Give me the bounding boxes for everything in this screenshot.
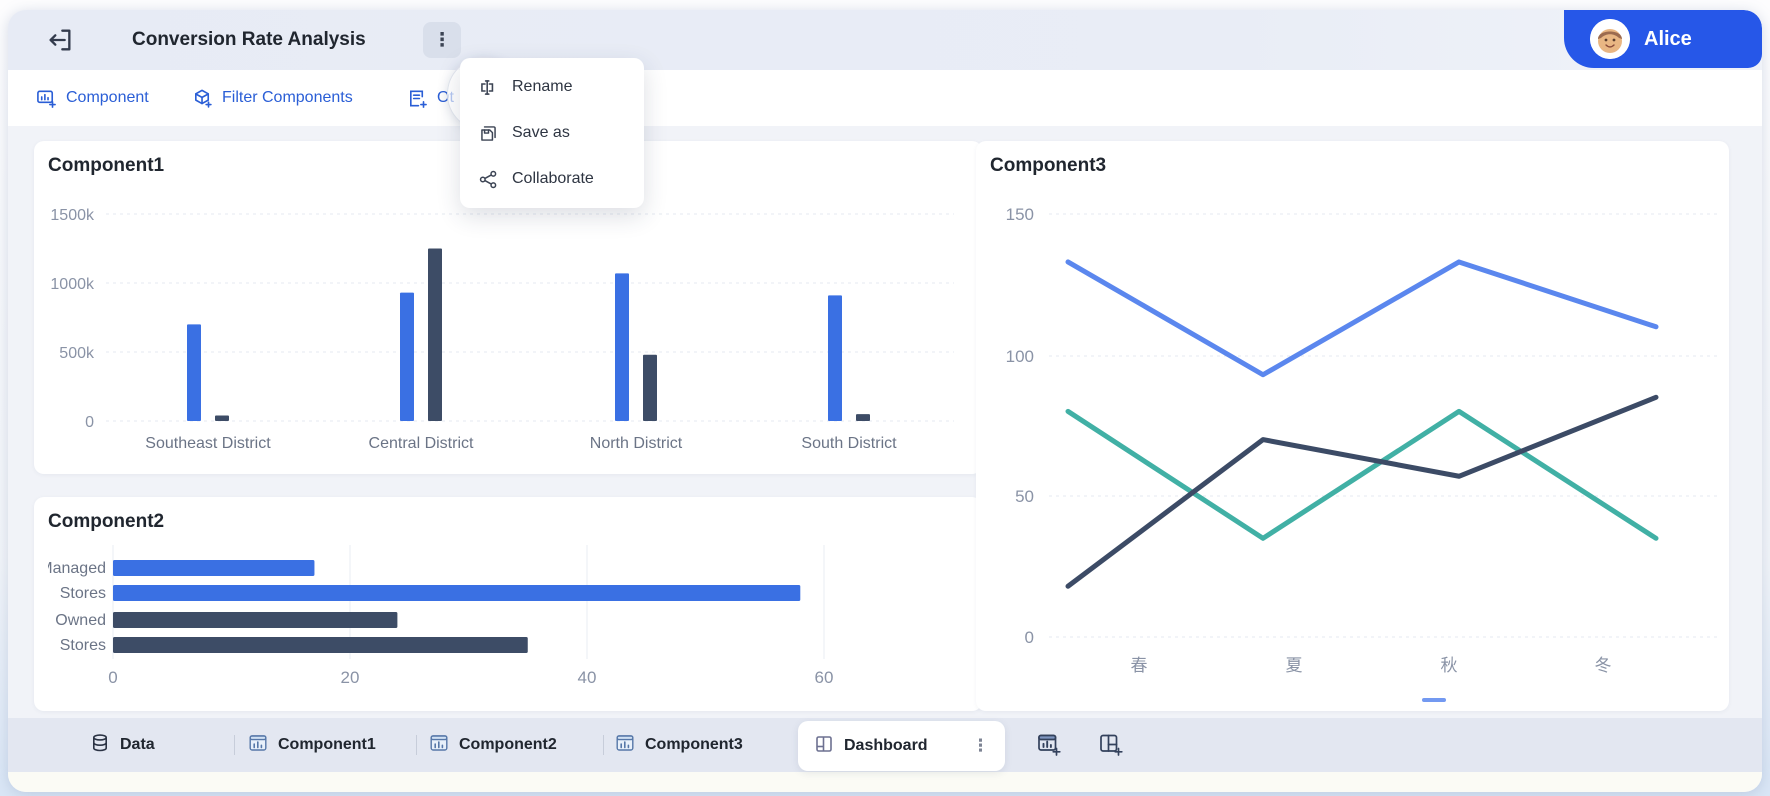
menu-item-save-as[interactable]: Save as bbox=[460, 110, 644, 156]
svg-text:秋: 秋 bbox=[1441, 656, 1458, 675]
context-menu: Rename Save as bbox=[460, 58, 644, 208]
dashboard-canvas: Component1 1500k 1000k 500k 0 Southeast Dist… bbox=[8, 126, 1762, 718]
chart-sheet-icon bbox=[615, 733, 635, 758]
chart-sheet-icon bbox=[248, 733, 268, 758]
top-bar: Conversion Rate Analysis ⋮ Alice bbox=[8, 10, 1762, 70]
tab-separator bbox=[603, 735, 604, 755]
component3-card[interactable]: Component3 150 100 50 0 春 夏 秋 冬 bbox=[976, 141, 1729, 711]
menu-item-rename[interactable]: Rename bbox=[460, 64, 644, 110]
svg-text:500k: 500k bbox=[59, 345, 95, 362]
tab-data[interactable]: Data bbox=[90, 718, 155, 772]
collaborate-icon bbox=[478, 169, 499, 190]
svg-text:South District: South District bbox=[801, 435, 897, 452]
component3-card-title: Component3 bbox=[990, 155, 1107, 176]
bottom-strip bbox=[8, 772, 1762, 792]
svg-text:150: 150 bbox=[1006, 205, 1034, 224]
svg-text:Managed: Managed bbox=[48, 560, 106, 577]
svg-text:1000k: 1000k bbox=[50, 276, 95, 293]
toolbar-item-component[interactable]: Component bbox=[36, 70, 149, 126]
svg-text:100: 100 bbox=[1006, 347, 1034, 366]
tab-separator bbox=[234, 735, 235, 755]
svg-text:Central District: Central District bbox=[369, 435, 474, 452]
chart-sheet-icon bbox=[429, 733, 449, 758]
svg-text:Southeast District: Southeast District bbox=[145, 435, 271, 452]
svg-text:60: 60 bbox=[815, 668, 834, 687]
svg-text:0: 0 bbox=[85, 414, 94, 431]
tab-label: Component1 bbox=[278, 736, 376, 753]
dashboard-icon bbox=[814, 734, 834, 759]
menu-item-label: Save as bbox=[512, 124, 570, 141]
add-chart-icon[interactable] bbox=[1035, 731, 1063, 759]
toolbar-item-filter-components[interactable]: Filter Components bbox=[192, 70, 353, 126]
add-other-icon bbox=[407, 88, 428, 109]
component2-hbar-chart: 0 20 40 60 Managed Stores Owned Stores bbox=[39, 541, 968, 698]
tab-dashboard-active[interactable]: Dashboard ⋮ bbox=[798, 721, 1005, 771]
menu-item-label: Rename bbox=[512, 78, 573, 95]
menu-item-label: Collaborate bbox=[512, 170, 594, 187]
user-badge[interactable]: Alice bbox=[1564, 10, 1762, 68]
component1-bar-chart: 1500k 1000k 500k 0 Southeast District Central… bbox=[48, 185, 968, 468]
toolbar-item-label: Filter Components bbox=[222, 89, 353, 106]
svg-text:春: 春 bbox=[1131, 656, 1148, 675]
document-title: Conversion Rate Analysis bbox=[132, 29, 366, 50]
tab-label: Component3 bbox=[645, 736, 743, 753]
app-window: Conversion Rate Analysis ⋮ Alice bbox=[8, 10, 1762, 792]
database-icon bbox=[90, 733, 110, 758]
toolbar-item-label: Component bbox=[66, 89, 149, 106]
filter-components-icon bbox=[192, 88, 213, 109]
svg-text:50: 50 bbox=[1015, 487, 1034, 506]
svg-text:Owned: Owned bbox=[55, 612, 106, 629]
component3-line-chart: 150 100 50 0 春 夏 秋 冬 bbox=[984, 187, 1724, 707]
svg-text:1500k: 1500k bbox=[50, 207, 95, 224]
exit-icon[interactable] bbox=[46, 26, 74, 54]
component1-card-title: Component1 bbox=[48, 155, 165, 176]
tab-component1[interactable]: Component1 bbox=[248, 718, 376, 772]
save-as-icon bbox=[478, 123, 499, 144]
component2-card-title: Component2 bbox=[48, 511, 165, 532]
svg-text:Stores: Stores bbox=[60, 637, 106, 654]
rename-icon bbox=[478, 77, 499, 98]
avatar bbox=[1590, 19, 1630, 59]
svg-text:North District: North District bbox=[590, 435, 683, 452]
chart-scrollbar-fragment[interactable] bbox=[1422, 698, 1446, 702]
menu-item-collaborate[interactable]: Collaborate bbox=[460, 156, 644, 202]
svg-text:0: 0 bbox=[1025, 628, 1034, 647]
kebab-menu-button[interactable]: ⋮ bbox=[423, 22, 461, 58]
add-component-icon bbox=[36, 88, 57, 109]
tab-separator bbox=[416, 735, 417, 755]
tab-label: Dashboard bbox=[844, 737, 928, 754]
component2-card[interactable]: Component2 0 20 40 60 Managed Stores Owned Stor… bbox=[34, 497, 982, 711]
user-name: Alice bbox=[1644, 27, 1692, 50]
tab-label: Data bbox=[120, 736, 155, 753]
toolbar: Component Filter Components bbox=[8, 70, 1762, 127]
svg-text:20: 20 bbox=[341, 668, 360, 687]
svg-text:0: 0 bbox=[108, 668, 117, 687]
tab-kebab-icon[interactable]: ⋮ bbox=[972, 736, 989, 755]
svg-text:冬: 冬 bbox=[1595, 656, 1612, 675]
tab-component3[interactable]: Component3 bbox=[615, 718, 743, 772]
svg-text:夏: 夏 bbox=[1286, 656, 1303, 675]
tab-component2[interactable]: Component2 bbox=[429, 718, 557, 772]
svg-text:Stores: Stores bbox=[60, 585, 106, 602]
tab-label: Component2 bbox=[459, 736, 557, 753]
svg-text:40: 40 bbox=[578, 668, 597, 687]
add-dashboard-icon[interactable] bbox=[1097, 731, 1125, 759]
